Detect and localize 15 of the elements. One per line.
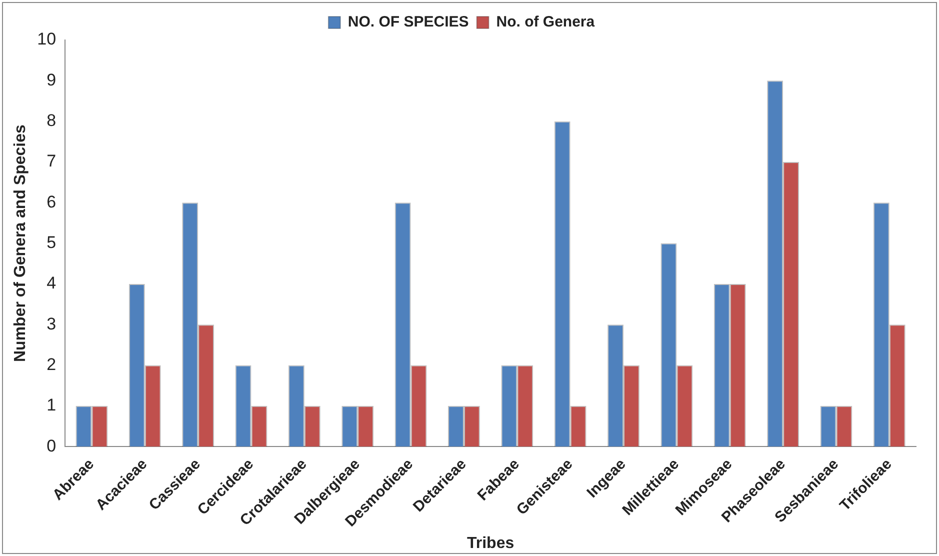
x-axis-title: Tribes <box>466 534 514 552</box>
y-tick-label: 3 <box>46 314 56 334</box>
y-tick-label: 0 <box>46 436 56 456</box>
y-tick-label: 5 <box>46 232 56 252</box>
y-tick-label: 8 <box>46 111 56 130</box>
y-tick-label: 9 <box>46 70 56 90</box>
y-tick-label: 4 <box>46 274 56 293</box>
legend-label: NO. OF SPECIES <box>348 14 469 31</box>
y-tick-label: 7 <box>46 152 56 171</box>
y-tick-label: 6 <box>46 192 56 212</box>
legend-label: No. of Genera <box>496 14 596 31</box>
y-axis-title: Number of Genera and Species <box>12 124 30 362</box>
y-tick-label: 1 <box>46 396 56 415</box>
y-tick-label: 2 <box>46 354 56 374</box>
y-tick-label: 10 <box>37 30 56 49</box>
